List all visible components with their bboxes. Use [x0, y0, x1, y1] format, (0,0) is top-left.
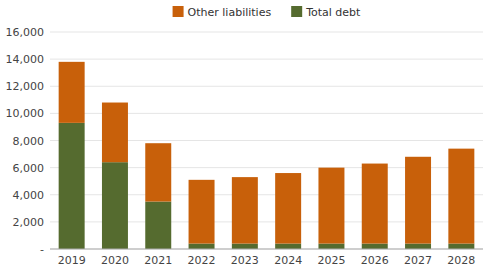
grid-line — [50, 59, 483, 60]
x-tick-label: 2024 — [274, 254, 302, 267]
x-tick-label: 2027 — [404, 254, 432, 267]
y-tick-label: 6,000 — [13, 162, 45, 175]
bar-segment — [318, 244, 344, 249]
bar-segment — [102, 162, 128, 249]
x-tick-label: 2023 — [231, 254, 259, 267]
y-tick-label: 12,000 — [6, 80, 45, 93]
x-tick-label: 2020 — [101, 254, 129, 267]
y-tick-label: 4,000 — [13, 189, 45, 202]
bar-segment — [145, 202, 171, 249]
bar-segment — [232, 244, 258, 249]
x-tick-label: 2026 — [361, 254, 389, 267]
legend-label: Total debt — [305, 6, 361, 19]
legend-swatch — [291, 6, 302, 17]
grid — [50, 32, 483, 249]
y-tick-label: - — [40, 243, 44, 256]
x-tick-label: 2025 — [317, 254, 345, 267]
y-tick-label: 14,000 — [6, 53, 45, 66]
bar-segment — [102, 103, 128, 163]
bar-segment — [275, 173, 301, 244]
bar-segment — [232, 177, 258, 243]
legend-item: Total debt — [291, 6, 361, 19]
bar-segment — [448, 244, 474, 249]
x-axis: 2019 2020 2021 2022 2023 2024 2025 2026 2027 2028 — [50, 249, 483, 267]
y-tick-label: 8,000 — [13, 135, 45, 148]
bar-segment — [318, 168, 344, 244]
y-tick-label: 2,000 — [13, 216, 45, 229]
chart: - 2,000 4,000 6,000 8,000 10,000 12,000 14,000 1… — [0, 0, 493, 273]
y-axis: - 2,000 4,000 6,000 8,000 10,000 12,000 14,000 1… — [6, 26, 45, 256]
bar-segment — [362, 164, 388, 244]
x-tick-label: 2021 — [144, 254, 172, 267]
grid-line — [50, 86, 483, 87]
x-tick-label: 2019 — [58, 254, 86, 267]
grid-line — [50, 249, 483, 250]
bar-segment — [189, 180, 215, 244]
legend-item: Other liabilities — [173, 6, 272, 19]
bar-segment — [189, 244, 215, 249]
y-tick-label: 16,000 — [6, 26, 45, 39]
bars — [59, 62, 475, 249]
bar-segment — [405, 157, 431, 244]
x-tick-label: 2022 — [188, 254, 216, 267]
legend-label: Other liabilities — [188, 6, 272, 19]
bar-segment — [59, 62, 85, 123]
bar-segment — [59, 123, 85, 249]
bar-segment — [448, 149, 474, 244]
x-axis-line — [50, 249, 483, 250]
bar-segment — [362, 244, 388, 249]
bar-segment — [275, 244, 301, 249]
bar-segment — [405, 244, 431, 249]
y-tick-label: 10,000 — [6, 107, 45, 120]
x-tick-label: 2028 — [447, 254, 475, 267]
bar-segment — [145, 143, 171, 201]
grid-line — [50, 32, 483, 33]
legend: Other liabilities Total debt — [173, 6, 362, 19]
legend-swatch — [173, 6, 184, 17]
